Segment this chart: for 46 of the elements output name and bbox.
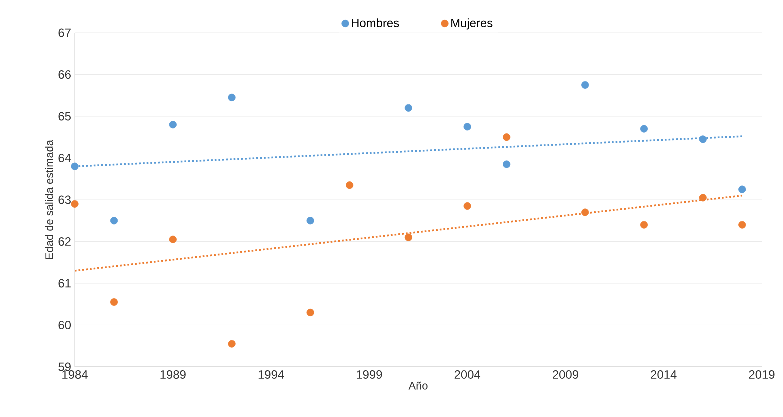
point xyxy=(582,208,590,216)
y-tick-label: 64 xyxy=(58,154,72,162)
point xyxy=(110,298,118,306)
legend-label: Mujeres xyxy=(452,18,493,30)
point xyxy=(640,221,648,229)
point xyxy=(582,81,590,89)
x-tick-label: 1989 xyxy=(160,370,186,379)
point xyxy=(306,217,314,225)
point xyxy=(228,94,236,102)
point xyxy=(169,121,177,129)
y-axis-title: Edad de salida estimada xyxy=(45,140,54,260)
point xyxy=(464,202,472,210)
point xyxy=(503,134,511,142)
point xyxy=(738,186,746,194)
y-tick-label: 61 xyxy=(58,279,71,288)
x-tick-label: 2019 xyxy=(749,370,775,379)
x-tick-label: 2009 xyxy=(553,370,578,379)
point xyxy=(71,162,79,170)
x-tick-label: 1984 xyxy=(62,370,88,379)
y-tick-label: 60 xyxy=(58,321,72,330)
point xyxy=(306,308,314,317)
point xyxy=(640,125,648,133)
y-tick-label: 63 xyxy=(58,196,71,204)
point xyxy=(228,340,236,348)
point xyxy=(503,160,511,168)
point xyxy=(169,236,177,244)
x-tick-label: 2004 xyxy=(454,370,481,379)
point xyxy=(738,221,746,229)
x-tick-label: 1994 xyxy=(258,370,284,379)
point xyxy=(464,123,472,131)
point xyxy=(71,200,79,208)
x-axis-title: Año xyxy=(408,382,428,390)
y-tick-label: 62 xyxy=(58,238,71,246)
x-tick-label: 1999 xyxy=(357,370,382,379)
point xyxy=(699,194,707,202)
x-tick-label: 2014 xyxy=(651,370,677,379)
y-tick-label: 67 xyxy=(58,28,71,38)
point xyxy=(404,234,412,242)
point xyxy=(699,136,707,144)
point xyxy=(346,182,354,190)
point xyxy=(404,104,412,112)
point xyxy=(110,217,118,225)
y-tick-label: 66 xyxy=(58,70,71,79)
legend-label: Hombres xyxy=(352,18,400,28)
y-tick-label: 59 xyxy=(58,362,71,372)
y-tick-label: 65 xyxy=(58,112,71,121)
